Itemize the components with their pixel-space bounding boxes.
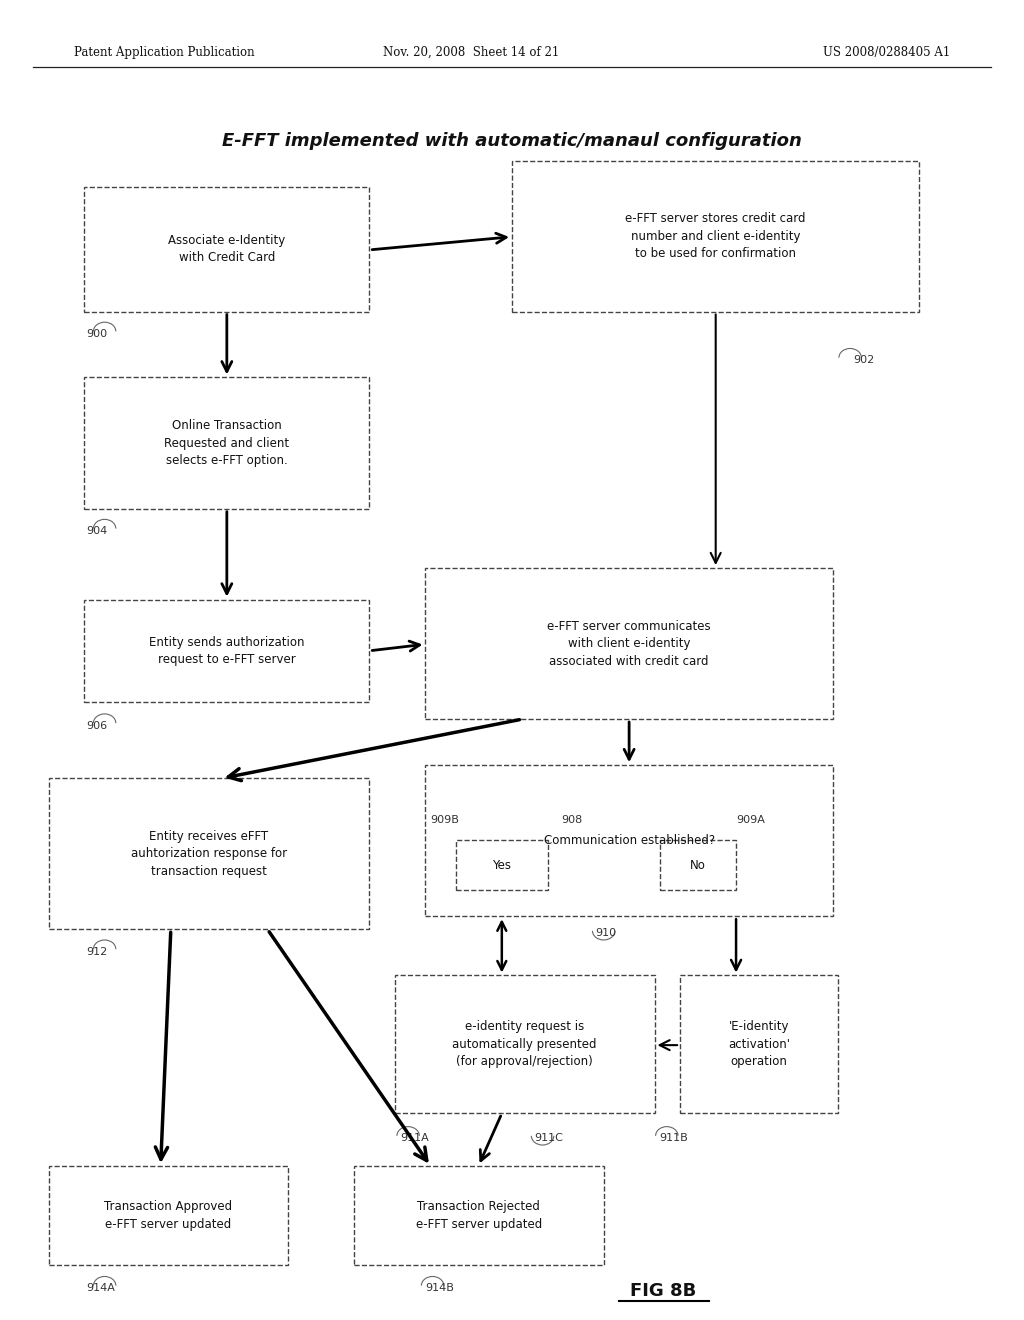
FancyBboxPatch shape	[425, 568, 833, 719]
Text: 914A: 914A	[86, 1283, 115, 1294]
Text: US 2008/0288405 A1: US 2008/0288405 A1	[822, 46, 950, 59]
FancyBboxPatch shape	[84, 187, 370, 312]
FancyBboxPatch shape	[680, 975, 838, 1114]
Text: 909A: 909A	[736, 816, 765, 825]
Text: Entity receives eFFT
auhtorization response for
transaction request: Entity receives eFFT auhtorization respo…	[131, 830, 287, 878]
Text: Transaction Approved
e-FFT server updated: Transaction Approved e-FFT server update…	[104, 1200, 232, 1230]
Text: 'E-identity
activation'
operation: 'E-identity activation' operation	[728, 1020, 790, 1068]
Text: e-FFT server communicates
with client e-identity
associated with credit card: e-FFT server communicates with client e-…	[547, 619, 711, 668]
Text: Yes: Yes	[493, 858, 511, 871]
Text: 914B: 914B	[425, 1283, 455, 1294]
FancyBboxPatch shape	[395, 975, 654, 1114]
Text: 911B: 911B	[659, 1134, 688, 1143]
Text: 900: 900	[86, 329, 108, 339]
Text: Communication established?: Communication established?	[544, 834, 715, 847]
Text: Online Transaction
Requested and client
selects e-FFT option.: Online Transaction Requested and client …	[164, 420, 290, 467]
FancyBboxPatch shape	[354, 1166, 604, 1265]
Text: Patent Application Publication: Patent Application Publication	[74, 46, 255, 59]
Text: 906: 906	[86, 721, 108, 731]
FancyBboxPatch shape	[456, 840, 548, 890]
Text: 911C: 911C	[535, 1134, 563, 1143]
Text: Nov. 20, 2008  Sheet 14 of 21: Nov. 20, 2008 Sheet 14 of 21	[383, 46, 559, 59]
Text: E-FFT implemented with automatic/manaul configuration: E-FFT implemented with automatic/manaul …	[222, 132, 802, 149]
Text: 908: 908	[561, 816, 582, 825]
Text: 902: 902	[853, 355, 874, 366]
FancyBboxPatch shape	[84, 599, 370, 702]
FancyBboxPatch shape	[84, 378, 370, 508]
Text: No: No	[690, 858, 706, 871]
FancyBboxPatch shape	[48, 779, 370, 929]
Text: 909B: 909B	[430, 816, 460, 825]
Text: e-identity request is
automatically presented
(for approval/rejection): e-identity request is automatically pres…	[453, 1020, 597, 1068]
Text: 911A: 911A	[400, 1134, 429, 1143]
Text: Associate e-Identity
with Credit Card: Associate e-Identity with Credit Card	[168, 234, 286, 264]
FancyBboxPatch shape	[48, 1166, 288, 1265]
Text: Entity sends authorization
request to e-FFT server: Entity sends authorization request to e-…	[150, 635, 304, 667]
Text: 904: 904	[86, 527, 108, 536]
Text: 910: 910	[596, 928, 616, 939]
Text: e-FFT server stores credit card
number and client e-identity
to be used for conf: e-FFT server stores credit card number a…	[626, 213, 806, 260]
FancyBboxPatch shape	[512, 161, 920, 312]
Text: 912: 912	[86, 946, 108, 957]
Text: Transaction Rejected
e-FFT server updated: Transaction Rejected e-FFT server update…	[416, 1200, 542, 1230]
FancyBboxPatch shape	[425, 766, 833, 916]
Text: FIG 8B: FIG 8B	[630, 1282, 696, 1300]
FancyBboxPatch shape	[659, 840, 736, 890]
